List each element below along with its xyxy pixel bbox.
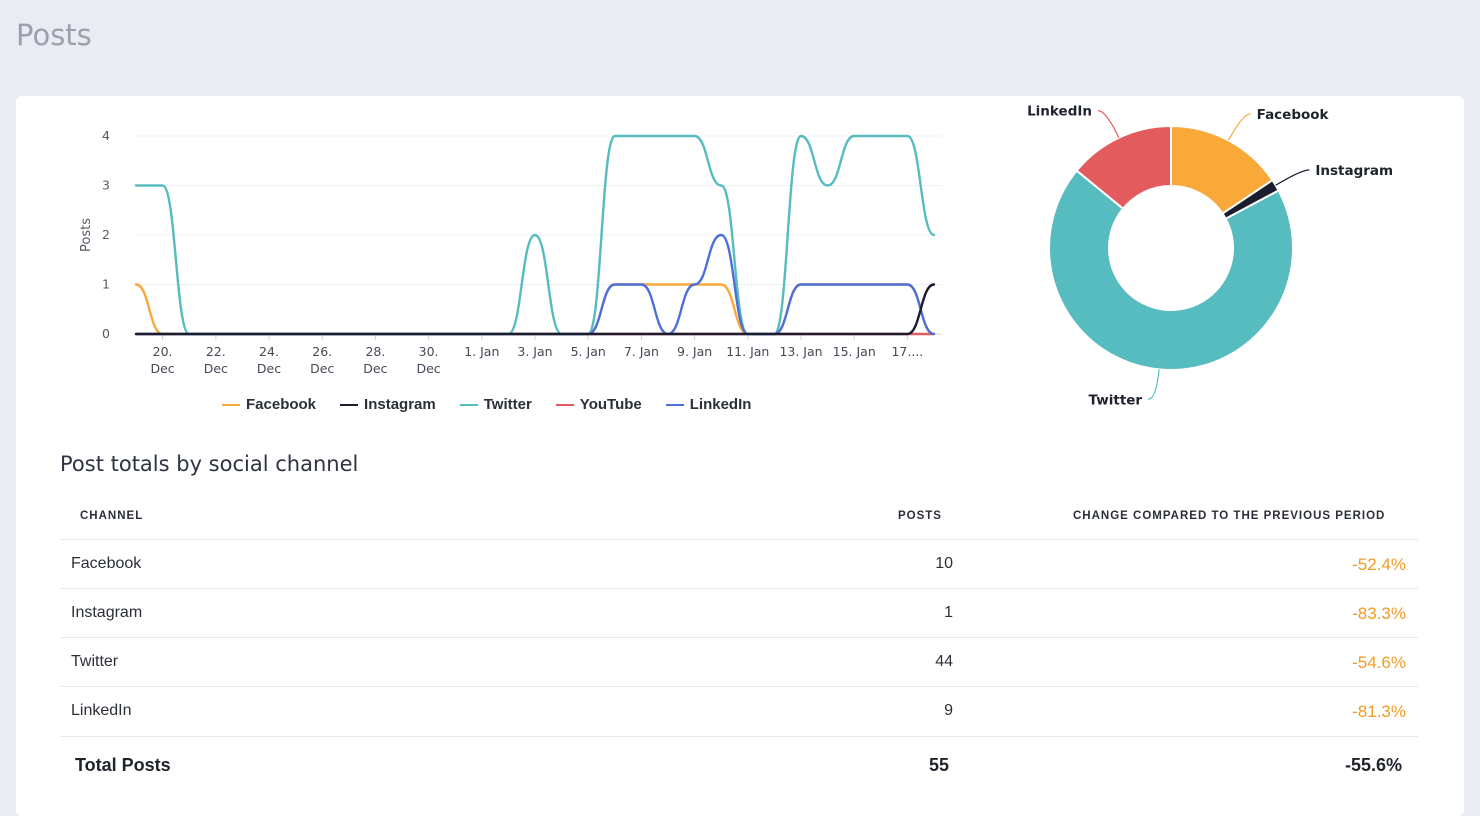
y-tick-label: 0 bbox=[102, 326, 110, 341]
x-tick-label: 3. Jan bbox=[517, 344, 552, 359]
donut-connector bbox=[1097, 109, 1120, 138]
legend-swatch-youtube bbox=[555, 403, 574, 406]
x-tick-label: 20. Dec bbox=[150, 344, 174, 376]
legend-label-instagram: Instagram bbox=[364, 396, 436, 413]
table-title: Post totals by social channel bbox=[60, 452, 359, 476]
x-tick-label: 9. Jan bbox=[677, 344, 712, 359]
row-posts: 1 bbox=[944, 604, 953, 621]
legend-item-twitter[interactable]: Twitter bbox=[459, 396, 532, 413]
donut-connector bbox=[1227, 113, 1251, 141]
donut-slice-linkedin[interactable] bbox=[1075, 124, 1172, 211]
donut-connector bbox=[1275, 169, 1310, 186]
column-header-posts[interactable]: POSTS bbox=[898, 510, 942, 522]
row-posts: 9 bbox=[944, 702, 953, 719]
x-tick-label: 26. Dec bbox=[310, 344, 334, 376]
row-channel: LinkedIn bbox=[71, 702, 132, 719]
row-channel: Facebook bbox=[71, 555, 142, 572]
donut-label: LinkedIn bbox=[1027, 104, 1092, 120]
table-row: Instagram 1 -83.3% bbox=[60, 588, 1418, 638]
posts-donut-chart: Facebook Instagram Twitter LinkedIn bbox=[1027, 104, 1393, 409]
x-tick-label: 24. Dec bbox=[257, 344, 281, 376]
row-posts: 44 bbox=[935, 653, 953, 670]
x-tick-label: 28. Dec bbox=[363, 344, 387, 376]
legend-item-youtube[interactable]: YouTube bbox=[555, 396, 642, 413]
x-tick-label: 7. Jan bbox=[624, 344, 659, 359]
series-line-instagram[interactable] bbox=[134, 283, 936, 336]
x-tick-label: 5. Jan bbox=[571, 344, 606, 359]
legend-swatch-twitter bbox=[459, 403, 478, 406]
y-tick-label: 4 bbox=[102, 128, 110, 143]
total-posts: 55 bbox=[928, 755, 949, 775]
legend-label-linkedin: LinkedIn bbox=[689, 396, 752, 413]
donut-label: Instagram bbox=[1315, 163, 1393, 179]
total-label: Total Posts bbox=[75, 755, 171, 775]
row-change: -52.4% bbox=[1352, 555, 1406, 574]
posts-card: 0 1 2 3 4 Posts 20. Dec 22. Dec 24. Dec 26. Dec 28. Dec… bbox=[16, 96, 1464, 816]
x-tick-label: 1. Jan bbox=[464, 344, 499, 359]
donut-connector bbox=[1147, 369, 1160, 400]
donut-slice-twitter[interactable] bbox=[1048, 169, 1294, 371]
x-tick-label: 17.... bbox=[891, 344, 923, 359]
x-tick-label: 30. Dec bbox=[416, 344, 440, 376]
y-tick-label: 2 bbox=[102, 227, 110, 242]
x-tick-label: 22. Dec bbox=[204, 344, 228, 376]
page-title: Posts bbox=[16, 18, 92, 52]
legend-swatch-facebook bbox=[222, 403, 240, 406]
donut-label: Facebook bbox=[1257, 107, 1330, 123]
y-tick-label: 3 bbox=[102, 178, 110, 193]
row-channel: Instagram bbox=[71, 604, 143, 621]
legend-label-twitter: Twitter bbox=[483, 396, 532, 413]
table-row: Twitter 44 -54.6% bbox=[60, 637, 1418, 687]
chart-legend: Facebook Instagram Twitter YouTube Linke… bbox=[222, 396, 751, 413]
row-change: -81.3% bbox=[1352, 702, 1406, 721]
table-row: Facebook 10 -52.4% bbox=[60, 539, 1418, 589]
legend-swatch-instagram bbox=[340, 403, 359, 406]
y-axis-title: Posts bbox=[79, 218, 94, 252]
legend-item-facebook[interactable]: Facebook bbox=[222, 396, 316, 413]
x-tick-label: 13. Jan bbox=[779, 344, 822, 359]
legend-label-facebook: Facebook bbox=[246, 396, 317, 413]
row-channel: Twitter bbox=[71, 653, 119, 670]
column-header-channel[interactable]: CHANNEL bbox=[80, 510, 144, 522]
row-change: -54.6% bbox=[1352, 653, 1406, 672]
table-total-row: Total Posts 55 -55.6% bbox=[60, 736, 1418, 786]
legend-item-linkedin[interactable]: LinkedIn bbox=[665, 396, 752, 413]
legend-swatch-linkedin bbox=[665, 403, 684, 406]
legend-label-youtube: YouTube bbox=[579, 396, 642, 413]
legend-item-instagram[interactable]: Instagram bbox=[340, 396, 436, 413]
row-posts: 10 bbox=[935, 555, 953, 572]
total-change: -55.6% bbox=[1344, 755, 1402, 775]
row-change: -83.3% bbox=[1352, 604, 1406, 623]
column-header-change[interactable]: CHANGE COMPARED TO THE PREVIOUS PERIOD bbox=[1073, 510, 1386, 522]
x-tick-label: 15. Jan bbox=[833, 344, 876, 359]
x-tick-label: 11. Jan bbox=[726, 344, 769, 359]
donut-label: Twitter bbox=[1089, 392, 1143, 408]
y-tick-label: 1 bbox=[102, 277, 110, 292]
table-row: LinkedIn 9 -81.3% bbox=[60, 686, 1418, 736]
posts-line-chart: 0 1 2 3 4 Posts 20. Dec 22. Dec 24. Dec 26. Dec 28. Dec… bbox=[79, 128, 942, 376]
